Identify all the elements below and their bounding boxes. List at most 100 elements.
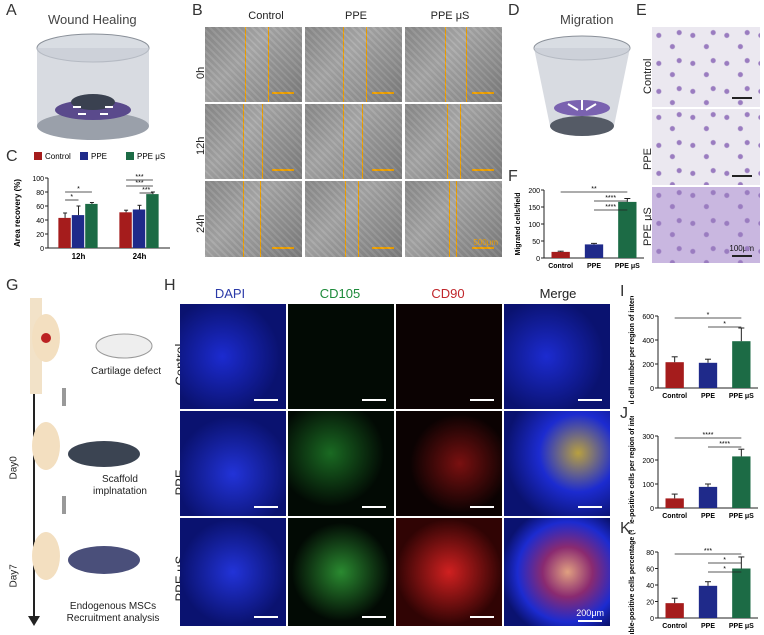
bar-24h-0 <box>119 212 132 248</box>
x-tick-label: Control <box>662 623 687 630</box>
b-image-control-24h <box>205 181 302 257</box>
y-tick-label: 200 <box>528 188 540 195</box>
bar-12h-2 <box>85 203 98 248</box>
y-axis-label: Double-positive cells per region of inte… <box>629 416 636 524</box>
g-step-recruitment: Endogenous MSCs Recruitment analysis <box>66 601 160 624</box>
sig-label: * <box>723 557 726 564</box>
x-tick-label: Control <box>662 513 687 520</box>
y-tick-label: 0 <box>40 246 44 253</box>
bar-control <box>665 603 684 618</box>
bar-ppes <box>732 341 751 388</box>
legend-swatch <box>34 152 42 160</box>
y-tick-label: 0 <box>536 256 540 263</box>
y-tick-label: 80 <box>646 550 654 557</box>
b-image-ppe-us-0h <box>405 27 502 102</box>
b-image-control-0h <box>205 27 302 102</box>
sig-label: **** <box>719 441 730 448</box>
sig-label: *** <box>135 174 143 181</box>
h-merge-control <box>504 304 610 409</box>
e-image-control <box>652 27 760 107</box>
legend-label: Control <box>45 152 71 161</box>
x-tick-label: PPE μS <box>729 393 754 400</box>
h-cd105-ppe-us <box>288 518 394 626</box>
y-tick-label: 20 <box>646 600 654 607</box>
sig-label: * <box>70 194 73 201</box>
y-axis-label: Double-positive cells percentage (%) <box>629 530 636 634</box>
bar-control <box>665 362 684 388</box>
sig-label: * <box>723 321 726 328</box>
sig-label: * <box>707 312 710 319</box>
y-tick-label: 40 <box>36 218 44 225</box>
y-tick-label: 100 <box>32 176 44 183</box>
legend-label: PPE <box>91 152 107 161</box>
legend-label: PPE μS <box>137 152 165 161</box>
sig-label: * <box>77 186 80 193</box>
b-col-ppe: PPE <box>344 10 367 22</box>
legend-swatch <box>126 152 134 160</box>
h-col-cd105: CD105 <box>319 286 361 301</box>
h-scale-label: 200μm <box>576 608 604 618</box>
y-tick-label: 100 <box>528 222 540 229</box>
bar-ppe <box>698 585 718 618</box>
b-image-control-12h <box>205 104 302 179</box>
y-tick-label: 100 <box>642 482 654 489</box>
legend-swatch <box>80 152 88 160</box>
wound-healing-title: Wound Healing <box>48 12 137 27</box>
y-tick-label: 0 <box>650 386 654 393</box>
panel-label-h: H <box>164 277 176 294</box>
bar-ppe <box>698 362 718 388</box>
panel-label-e: E <box>636 2 647 19</box>
y-tick-label: 0 <box>650 616 654 623</box>
x-tick-label: 12h <box>72 252 86 261</box>
panel-label-j: J <box>620 405 628 422</box>
h-cd105-ppe <box>288 411 394 516</box>
bar-24h-2 <box>146 194 159 248</box>
chart-k-double-positive-pct: 0 20 40 60 80 Control PPE PPE μS Double-positive… <box>629 530 758 634</box>
x-tick-label: Control <box>548 263 573 270</box>
y-tick-label: 400 <box>642 338 654 345</box>
b-image-ppe-0h <box>305 27 402 102</box>
wound-healing-device-illustration <box>36 33 150 140</box>
bar-control <box>665 498 684 508</box>
x-tick-label: PPE μS <box>615 263 640 270</box>
h-col-dapi: DAPI <box>214 286 246 301</box>
h-cd90-ppe <box>396 411 502 516</box>
x-tick-label: PPE <box>701 623 715 630</box>
y-tick-label: 150 <box>528 205 540 212</box>
b-image-ppe-us-12h <box>405 104 502 179</box>
y-tick-label: 50 <box>532 239 540 246</box>
bar-ppes <box>732 456 751 508</box>
bar-ppes <box>618 201 637 258</box>
chart-j-double-positive: 0 100 200 300 Control PPE PPE μS Double-positiv… <box>629 416 758 524</box>
y-tick-label: 600 <box>642 314 654 321</box>
sig-label: *** <box>142 187 150 194</box>
sig-label: **** <box>605 204 616 211</box>
h-dapi-ppe <box>180 411 286 516</box>
y-axis-label: Area recovery (%) <box>13 179 22 247</box>
bar-ppes <box>732 568 751 618</box>
y-tick-label: 80 <box>36 190 44 197</box>
panel-label-k: K <box>620 520 631 537</box>
y-tick-label: 60 <box>36 204 44 211</box>
y-tick-label: 200 <box>642 362 654 369</box>
bar-24h-1 <box>132 209 146 248</box>
g-step-cartilage-defect: Cartilage defect <box>90 366 162 377</box>
h-dapi-control <box>180 304 286 409</box>
chart-i-total-cells: 0 200 400 600 Control PPE PPE μS Total cell num… <box>629 296 758 404</box>
x-tick-label: PPE μS <box>729 623 754 630</box>
y-axis-label: Total cell number per region of interest <box>629 296 636 404</box>
bar-12h-1 <box>71 215 85 248</box>
h-dapi-ppe-us <box>180 518 286 626</box>
b-col-control: Control <box>248 10 284 22</box>
y-tick-label: 200 <box>642 458 654 465</box>
panel-label-b: B <box>192 2 203 19</box>
sig-label: **** <box>605 195 616 202</box>
y-tick-label: 40 <box>646 583 654 590</box>
h-col-merge: Merge <box>539 286 577 301</box>
g-step-scaffold: Scaffold implnatation <box>93 474 147 497</box>
h-merge-ppe <box>504 411 610 516</box>
panel-label-g: G <box>6 277 19 294</box>
g-day0: Day0 <box>8 456 20 480</box>
sig-label: *** <box>135 180 143 187</box>
bar-12h-0 <box>58 217 71 248</box>
